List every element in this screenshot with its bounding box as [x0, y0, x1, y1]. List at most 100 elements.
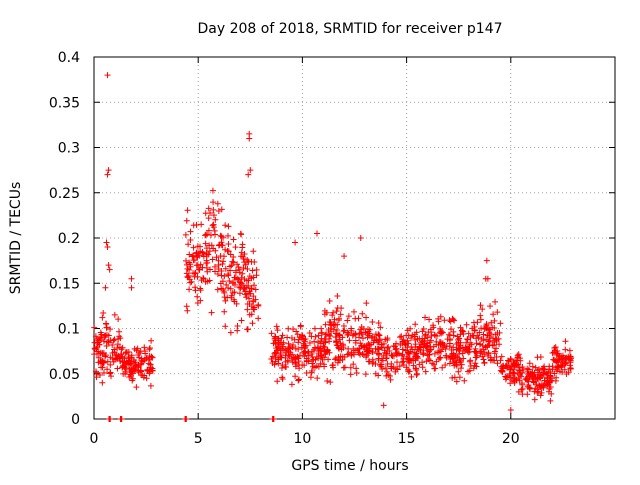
- data-point: [138, 367, 145, 374]
- data-point: [471, 362, 478, 369]
- data-point: [146, 345, 153, 352]
- data-point: [520, 366, 527, 373]
- data-point: [149, 365, 156, 372]
- data-point: [270, 340, 277, 347]
- data-point: [255, 315, 262, 322]
- data-point: [99, 314, 106, 321]
- data-point: [321, 336, 328, 343]
- data-point: [349, 332, 356, 339]
- data-point: [480, 331, 487, 338]
- data-point: [220, 234, 227, 241]
- data-point: [398, 352, 405, 359]
- data-point: [100, 338, 107, 345]
- data-point: [493, 345, 500, 352]
- data-point: [250, 248, 257, 255]
- data-point: [193, 262, 200, 269]
- data-point: [439, 364, 446, 371]
- data-point: [107, 337, 114, 344]
- data-point: [498, 353, 505, 360]
- data-point: [243, 290, 250, 297]
- data-point: [184, 207, 191, 214]
- data-point: [318, 329, 325, 336]
- data-point: [100, 369, 107, 376]
- data-point: [380, 352, 387, 359]
- data-point: [384, 345, 391, 352]
- data-point: [272, 349, 279, 356]
- data-point: [195, 266, 202, 273]
- y-tick-label: 0.15: [49, 276, 80, 292]
- data-point: [420, 350, 427, 357]
- data-point: [379, 365, 386, 372]
- data-point: [246, 295, 253, 302]
- data-point: [220, 288, 227, 295]
- data-point: [507, 366, 514, 373]
- data-point: [235, 264, 242, 271]
- data-point: [394, 359, 401, 366]
- data-point: [103, 239, 110, 246]
- data-point: [212, 216, 219, 223]
- data-point: [326, 332, 333, 339]
- data-point: [227, 285, 234, 292]
- data-point: [246, 135, 253, 142]
- data-point: [320, 361, 327, 368]
- data-point: [119, 344, 126, 351]
- data-point: [553, 368, 560, 375]
- data-point: [271, 361, 278, 368]
- data-point: [479, 342, 486, 349]
- data-point: [553, 374, 560, 381]
- data-point: [293, 328, 300, 335]
- data-point: [458, 327, 465, 334]
- data-point: [251, 306, 258, 313]
- data-point: [553, 352, 560, 359]
- data-point: [384, 368, 391, 375]
- data-point: [458, 365, 465, 372]
- data-point: [290, 326, 297, 333]
- data-point: [204, 231, 211, 238]
- data-point: [292, 239, 299, 246]
- data-point: [324, 378, 331, 385]
- data-point: [222, 323, 229, 330]
- data-point: [202, 231, 209, 238]
- data-point: [358, 324, 365, 331]
- data-point: [422, 314, 429, 321]
- data-point: [229, 258, 236, 265]
- data-point: [137, 348, 144, 355]
- data-point: [99, 359, 106, 366]
- data-point: [519, 385, 526, 392]
- data-point: [271, 335, 278, 342]
- data-point: [218, 206, 225, 213]
- data-point: [210, 212, 217, 219]
- data-point: [334, 359, 341, 366]
- data-point: [385, 343, 392, 350]
- data-point: [100, 309, 107, 316]
- data-point: [485, 338, 492, 345]
- data-point: [457, 359, 464, 366]
- data-point: [433, 358, 440, 365]
- data-point: [364, 326, 371, 333]
- data-point: [250, 274, 257, 281]
- data-point: [190, 244, 197, 251]
- data-point: [547, 397, 554, 404]
- data-point: [231, 298, 238, 305]
- data-point: [399, 346, 406, 353]
- data-point: [431, 331, 438, 338]
- data-point: [356, 346, 363, 353]
- data-point: [230, 259, 237, 266]
- data-point: [238, 317, 245, 324]
- data-point: [240, 255, 247, 262]
- data-point: [321, 354, 328, 361]
- data-point: [215, 242, 222, 249]
- data-point: [148, 353, 155, 360]
- data-point: [252, 286, 259, 293]
- data-point: [492, 298, 499, 305]
- data-point: [404, 337, 411, 344]
- data-point: [473, 354, 480, 361]
- data-point: [240, 282, 247, 289]
- data-point: [446, 343, 453, 350]
- data-point: [350, 361, 357, 368]
- data-point: [566, 356, 573, 363]
- data-point: [347, 364, 354, 371]
- data-point: [292, 363, 299, 370]
- data-point: [236, 284, 243, 291]
- data-point: [486, 342, 493, 349]
